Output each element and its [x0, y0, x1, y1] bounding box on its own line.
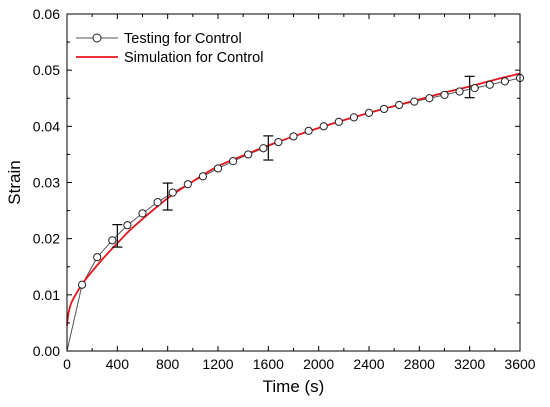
testing-data-point [244, 150, 253, 159]
x-tick-label: 1600 [253, 356, 284, 372]
testing-data-point [78, 280, 87, 289]
testing-data-point [349, 113, 358, 122]
testing-data-point [455, 87, 464, 96]
testing-data-point [183, 180, 192, 189]
testing-data-point [138, 209, 147, 218]
testing-data-point [395, 100, 404, 110]
y-tick-label: 0.06 [33, 6, 60, 22]
testing-data-point [380, 104, 389, 114]
x-tick-label: 3600 [504, 356, 535, 372]
x-tick-label: 2000 [303, 356, 334, 372]
testing-series-line [66, 77, 521, 352]
y-tick-label: 0.00 [33, 343, 60, 359]
testing-data-point [274, 137, 283, 147]
legend-label-simulation: Simulation for Control [124, 50, 263, 66]
testing-data-point [93, 253, 102, 262]
testing-data-point [319, 122, 328, 131]
x-tick-label: 400 [106, 356, 130, 372]
x-tick-label: 1200 [202, 356, 233, 372]
testing-data-point [153, 198, 162, 207]
testing-data-point [229, 157, 238, 166]
legend-testing-marker [92, 33, 102, 43]
y-tick-label: 0.01 [33, 287, 60, 303]
x-tick-label: 2400 [353, 356, 384, 372]
y-tick-label: 0.04 [33, 118, 60, 134]
testing-data-point [108, 236, 117, 245]
plot-content [66, 72, 525, 352]
legend: Testing for Control Simulation for Contr… [76, 31, 263, 66]
x-tick-label: 3200 [454, 356, 485, 372]
simulation-series-line [66, 72, 521, 326]
testing-data-point [425, 94, 434, 103]
testing-data-point [259, 144, 268, 153]
testing-data-point [485, 80, 494, 89]
testing-data-point [470, 84, 479, 93]
y-tick-label: 0.02 [33, 231, 60, 247]
testing-data-point [198, 172, 207, 181]
testing-data-point [410, 97, 419, 106]
testing-data-point [364, 108, 374, 117]
y-axis-title: Strain [5, 160, 24, 204]
testing-data-point [123, 221, 132, 230]
x-tick-label: 0 [63, 356, 71, 372]
testing-data-point [334, 117, 343, 126]
axes: 0 400 800 1200 1600 2000 2400 2800 3200 3600 0.00 0… [33, 6, 536, 372]
testing-data-point [440, 90, 449, 99]
testing-data-point [168, 188, 177, 197]
x-tick-label: 800 [156, 356, 180, 372]
y-tick-label: 0.03 [33, 175, 60, 191]
testing-data-point [304, 126, 313, 135]
testing-data-point [500, 77, 509, 86]
testing-data-point [289, 132, 298, 141]
y-tick-label: 0.05 [33, 62, 60, 78]
testing-data-point [213, 164, 223, 173]
x-axis-title: Time (s) [263, 377, 325, 396]
x-tick-label: 2800 [404, 356, 435, 372]
legend-label-testing: Testing for Control [124, 31, 242, 47]
